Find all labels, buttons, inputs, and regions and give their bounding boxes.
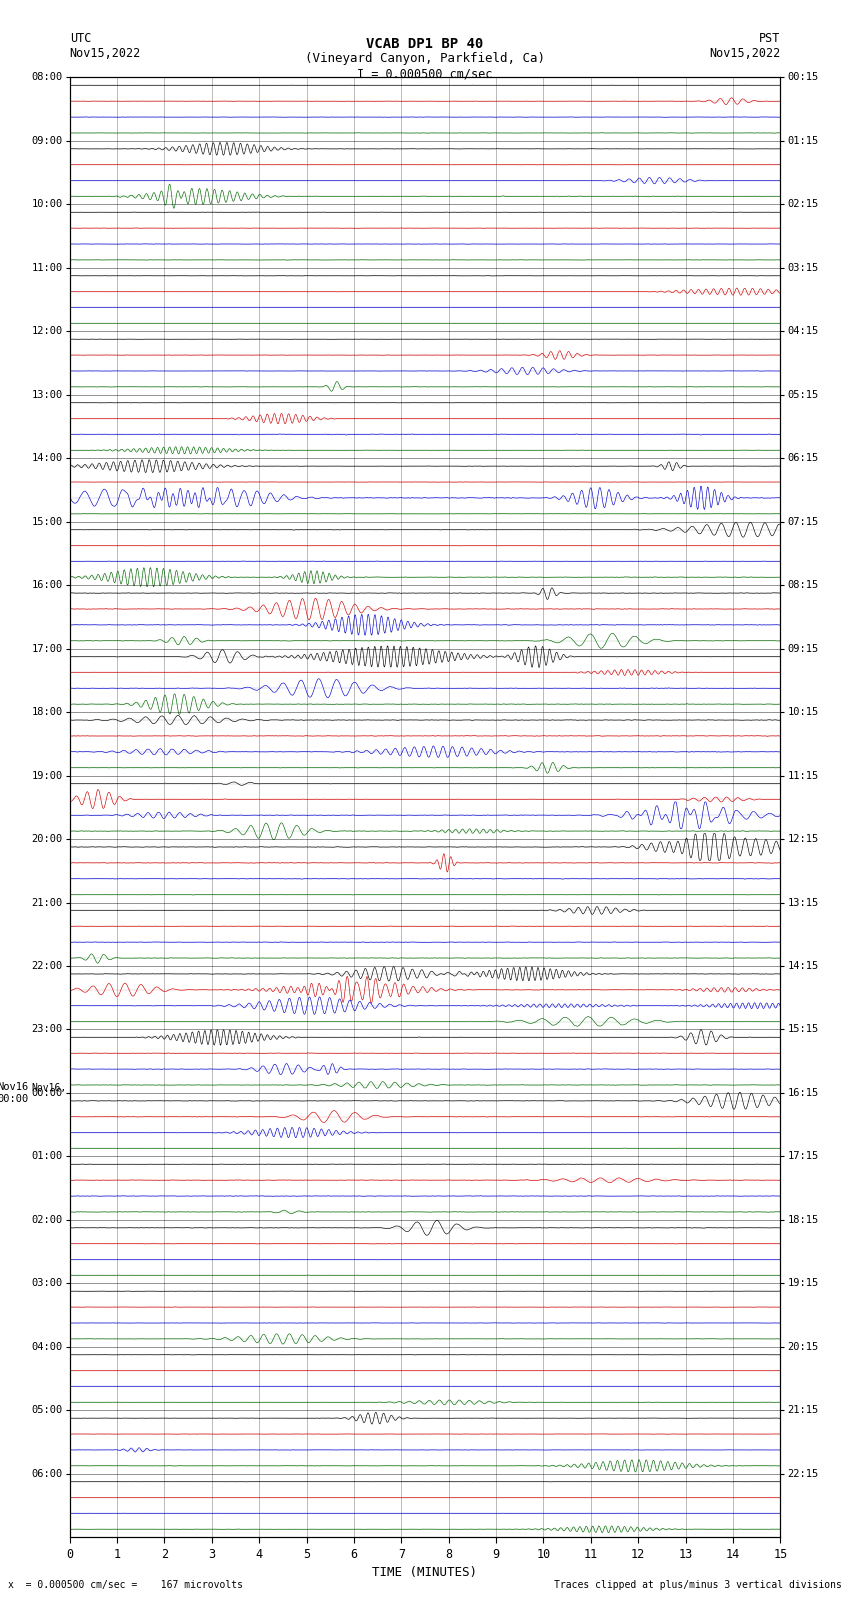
Text: UTC: UTC <box>70 32 91 45</box>
Text: Nov15,2022: Nov15,2022 <box>70 47 141 60</box>
Text: (Vineyard Canyon, Parkfield, Ca): (Vineyard Canyon, Parkfield, Ca) <box>305 52 545 65</box>
X-axis label: TIME (MINUTES): TIME (MINUTES) <box>372 1566 478 1579</box>
Text: x  = 0.000500 cm/sec =    167 microvolts: x = 0.000500 cm/sec = 167 microvolts <box>8 1581 243 1590</box>
Text: I = 0.000500 cm/sec: I = 0.000500 cm/sec <box>357 68 493 81</box>
Text: Traces clipped at plus/minus 3 vertical divisions: Traces clipped at plus/minus 3 vertical … <box>553 1581 842 1590</box>
Text: Nov16
00:00: Nov16 00:00 <box>0 1082 29 1103</box>
Text: Nov16,: Nov16, <box>31 1082 66 1094</box>
Text: VCAB DP1 BP 40: VCAB DP1 BP 40 <box>366 37 484 52</box>
Text: Nov15,2022: Nov15,2022 <box>709 47 780 60</box>
Text: PST: PST <box>759 32 780 45</box>
